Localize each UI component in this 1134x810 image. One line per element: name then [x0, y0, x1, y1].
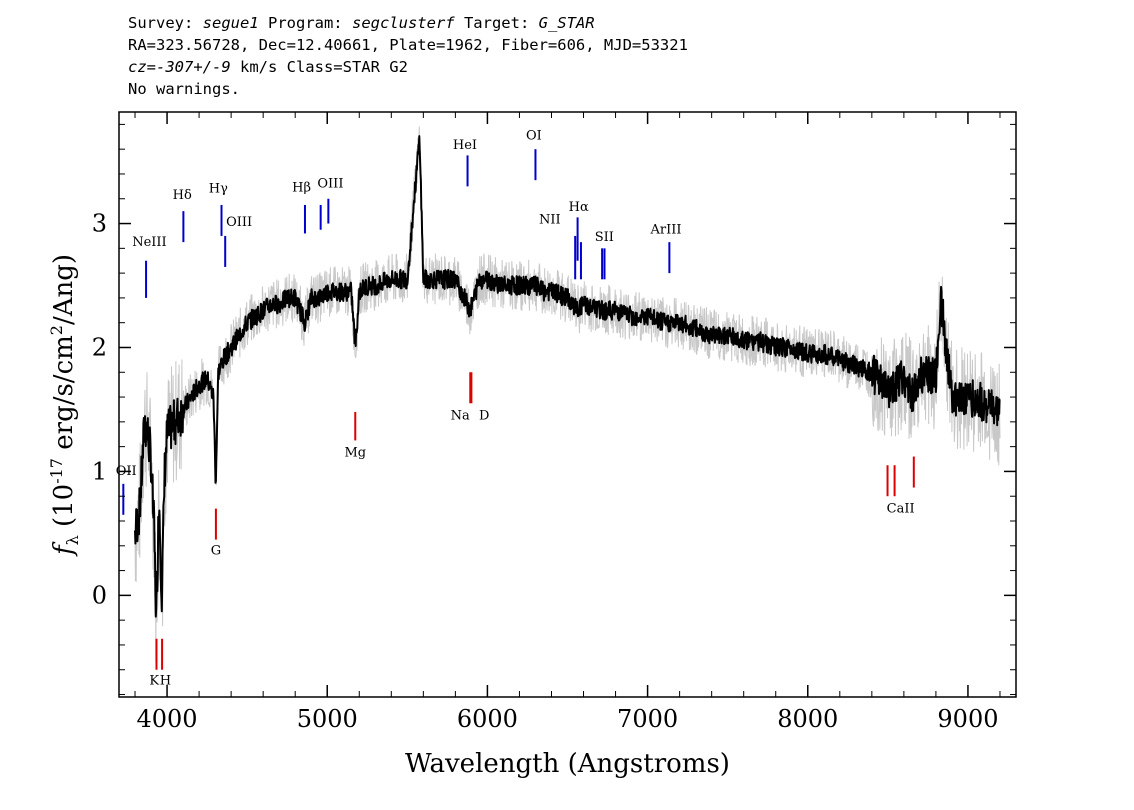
line-label: OI: [526, 128, 542, 143]
error-band-layer: [134, 126, 1001, 662]
line-label: ArIII: [650, 222, 682, 237]
error-band: [134, 126, 1001, 662]
line-label: Mg: [344, 446, 366, 461]
y-tick-label: 0: [92, 581, 107, 609]
line-label: Hγ: [209, 182, 228, 197]
line-label: H: [160, 674, 171, 689]
y-tick-label: 2: [92, 333, 107, 361]
line-label: Na: [451, 408, 470, 423]
line-label: SII: [595, 230, 614, 245]
line-label: K: [149, 674, 159, 689]
y-axis-title: fλ (10-17 erg/s/cm2/Ang): [47, 254, 82, 557]
x-tick-label: 9000: [937, 705, 998, 733]
line-label: D: [479, 408, 489, 423]
x-tick-label: 8000: [777, 705, 838, 733]
axis-ticks: 4000 5000 6000 7000 8000 9000 0 1 2 3: [92, 112, 1016, 733]
y-axis-title-exp2: 2: [47, 325, 66, 335]
line-label: OIII: [226, 215, 252, 230]
y-tick-label: 3: [92, 210, 107, 238]
program-label: Program:: [258, 14, 352, 32]
survey-label: Survey:: [128, 14, 203, 32]
line-label: CaII: [887, 501, 915, 516]
y-tick-label: 1: [92, 457, 107, 485]
line-label: Hδ: [173, 188, 192, 203]
line-label: HeI: [453, 138, 477, 153]
header-line-redshift: cz=-307+/-9 km/s Class=STAR G2: [128, 56, 688, 78]
x-axis-title: Wavelength (Angstroms): [405, 749, 730, 779]
header-line-coordinates: RA=323.56728, Dec=12.40661, Plate=1962, …: [128, 36, 688, 54]
spectrum-series: [134, 135, 1001, 618]
line-label: OIII: [317, 177, 343, 192]
target-value: G_STAR: [538, 14, 595, 32]
target-label: Target:: [454, 14, 539, 32]
plot-frame: [118, 111, 1017, 698]
line-label: G: [211, 543, 221, 558]
y-axis-title-mid: erg/s/cm: [49, 335, 79, 458]
line-label: Hβ: [292, 180, 311, 195]
program-value: segclusterf: [351, 14, 455, 32]
x-tick-label: 4000: [137, 705, 198, 733]
spectrum-layer: [134, 135, 1001, 618]
y-axis-title-post: /Ang): [49, 254, 79, 325]
redshift-value: cz=-307+/-9: [128, 58, 231, 76]
line-label: Hα: [569, 200, 589, 215]
class-value: km/s Class=STAR G2: [230, 58, 408, 76]
y-axis-title-exp1: -17: [47, 458, 66, 484]
x-tick-label: 6000: [457, 705, 518, 733]
line-label: NII: [539, 213, 561, 228]
survey-value: segue1: [202, 14, 259, 32]
x-tick-label: 5000: [297, 705, 358, 733]
spectrum-header: Survey: segue1 Program: segclusterf Targ…: [128, 12, 688, 100]
y-axis-title-lambda: λ: [63, 535, 82, 545]
line-label: NeIII: [132, 235, 166, 250]
header-line-survey: Survey: segue1 Program: segclusterf Targ…: [128, 12, 688, 34]
y-axis-title-pre: (10: [49, 484, 79, 536]
header-line-warnings: No warnings.: [128, 80, 240, 98]
x-tick-label: 7000: [617, 705, 678, 733]
